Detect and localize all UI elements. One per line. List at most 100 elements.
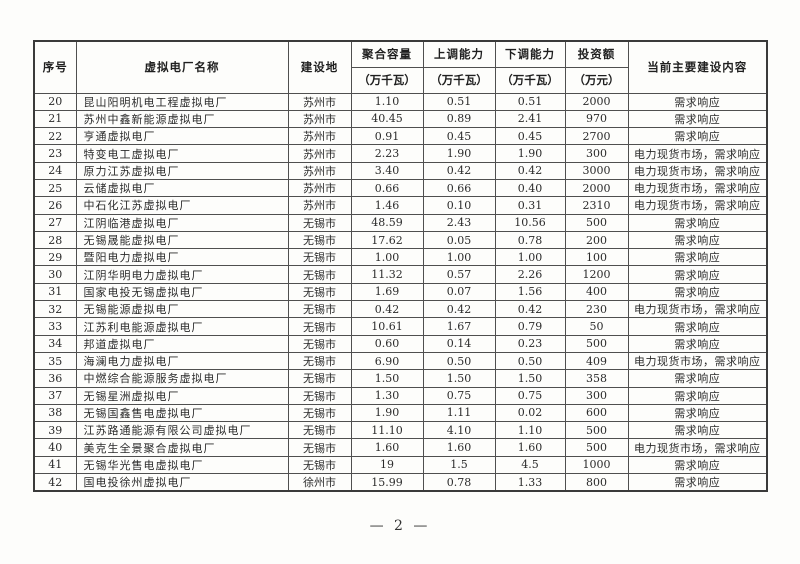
down-capability-cell: 0.42: [494, 161, 566, 180]
construction-content-cell: 需求响应: [627, 473, 768, 492]
table-row: 28 无锡晟能虚拟电厂 无锡市 17.62 0.05 0.78 200 需求响应: [33, 230, 768, 250]
up-capability-cell: 1.67: [422, 317, 496, 336]
header-row-units: （万千瓦） （万千瓦） （万千瓦） （万元）: [34, 66, 767, 94]
capacity-cell: 1.46: [350, 196, 424, 215]
investment-cell: 358: [564, 369, 629, 388]
table-row: 33 江苏利电能源虚拟电厂 无锡市 10.61 1.67 0.79 50 需求响应: [33, 317, 768, 336]
table-row: 27 江阴临港虚拟电厂 无锡市 48.59 2.43 10.56 500 需求响应: [33, 213, 768, 232]
construction-content-cell: 需求响应: [627, 403, 768, 423]
investment-cell: 970: [564, 109, 629, 129]
investment-cell: 500: [564, 334, 629, 353]
table-row: 21 苏州中鑫新能源虚拟电厂 苏州市 40.45 0.89 2.41 970 需求响应: [33, 109, 768, 129]
construction-content-cell: 电力现货市场，需求响应: [627, 351, 768, 371]
row-index-cell: 41: [33, 455, 77, 475]
row-index-cell: 28: [33, 230, 77, 250]
construction-content-cell: 电力现货市场，需求响应: [627, 196, 768, 215]
table-body: 20 昆山阳明机电工程虚拟电厂 苏州市 1.10 0.51 0.51 2000 需求响应 21 苏…: [33, 92, 768, 492]
row-index-cell: 24: [33, 161, 77, 180]
plant-name-cell: 暨阳电力虚拟电厂: [75, 248, 289, 267]
row-index-cell: 32: [33, 300, 77, 319]
capacity-cell: 1.30: [350, 386, 424, 405]
plant-name-cell: 无锡能源虚拟电厂: [75, 300, 289, 319]
capacity-cell: 1.60: [350, 438, 424, 457]
construction-content-cell: 电力现货市场，需求响应: [627, 300, 768, 319]
location-cell: 苏州市: [287, 196, 352, 215]
header-down-unit: （万千瓦）: [494, 66, 566, 94]
up-capability-cell: 0.42: [422, 161, 496, 180]
plant-name-cell: 原力江苏虚拟电厂: [75, 161, 289, 180]
construction-content-cell: 电力现货市场，需求响应: [627, 438, 768, 457]
row-index-cell: 30: [33, 265, 77, 284]
plant-name-cell: 邦道虚拟电厂: [75, 334, 289, 353]
capacity-cell: 1.50: [350, 369, 424, 388]
up-capability-cell: 2.43: [422, 213, 496, 232]
investment-cell: 2700: [564, 127, 629, 146]
capacity-cell: 11.10: [350, 421, 424, 440]
capacity-cell: 1.00: [350, 248, 424, 267]
investment-cell: 1200: [564, 265, 629, 284]
plant-name-cell: 江苏路通能源有限公司虚拟电厂: [75, 421, 289, 440]
table-row: 40 美克生全景聚合虚拟电厂 无锡市 1.60 1.60 1.60 500 电力现货市场，需求…: [33, 438, 768, 457]
up-capability-cell: 0.07: [422, 282, 496, 302]
construction-content-cell: 电力现货市场，需求响应: [627, 178, 768, 198]
plant-name-cell: 无锡华光售电虚拟电厂: [75, 455, 289, 475]
up-capability-cell: 1.5: [422, 455, 496, 475]
row-index-cell: 37: [33, 386, 77, 405]
row-index-cell: 25: [33, 178, 77, 198]
capacity-cell: 0.60: [350, 334, 424, 353]
location-cell: 无锡市: [287, 455, 352, 475]
capacity-cell: 1.69: [350, 282, 424, 302]
down-capability-cell: 2.41: [494, 109, 566, 129]
up-capability-cell: 0.14: [422, 334, 496, 353]
table-row: 38 无锡国鑫售电虚拟电厂 无锡市 1.90 1.11 0.02 600 需求响应: [33, 403, 768, 423]
location-cell: 无锡市: [287, 230, 352, 250]
capacity-cell: 11.32: [350, 265, 424, 284]
row-index-cell: 22: [33, 127, 77, 146]
header-index: 序号: [33, 40, 77, 94]
location-cell: 无锡市: [287, 317, 352, 336]
row-index-cell: 39: [33, 421, 77, 440]
header-construction-content: 当前主要建设内容: [627, 40, 768, 94]
row-index-cell: 20: [33, 92, 77, 111]
construction-content-cell: 需求响应: [627, 127, 768, 146]
row-index-cell: 34: [33, 334, 77, 353]
capacity-cell: 0.42: [350, 300, 424, 319]
down-capability-cell: 0.78: [494, 230, 566, 250]
row-index-cell: 38: [33, 403, 77, 423]
down-capability-cell: 0.42: [494, 300, 566, 319]
down-capability-cell: 1.00: [494, 248, 566, 267]
plant-name-cell: 江阴临港虚拟电厂: [75, 213, 289, 232]
plant-name-cell: 特变电工虚拟电厂: [75, 144, 289, 163]
down-capability-cell: 1.90: [494, 144, 566, 163]
location-cell: 无锡市: [287, 351, 352, 371]
up-capability-cell: 1.00: [422, 248, 496, 267]
row-index-cell: 35: [33, 351, 77, 371]
down-capability-cell: 1.10: [494, 421, 566, 440]
up-capability-cell: 0.89: [422, 109, 496, 129]
construction-content-cell: 需求响应: [627, 92, 768, 111]
table-row: 32 无锡能源虚拟电厂 无锡市 0.42 0.42 0.42 230 电力现货市场，需求响应: [33, 300, 768, 319]
header-investment-unit: （万元）: [564, 66, 629, 94]
header-location: 建设地: [287, 40, 352, 94]
construction-content-cell: 需求响应: [627, 455, 768, 475]
page-number: — 2 —: [369, 518, 431, 534]
down-capability-cell: 1.60: [494, 438, 566, 457]
construction-content-cell: 需求响应: [627, 421, 768, 440]
up-capability-cell: 0.45: [422, 127, 496, 146]
plant-name-cell: 国电投徐州虚拟电厂: [75, 473, 289, 492]
capacity-cell: 15.99: [350, 473, 424, 492]
construction-content-cell: 需求响应: [627, 282, 768, 302]
up-capability-cell: 1.11: [422, 403, 496, 423]
plant-name-cell: 无锡晟能虚拟电厂: [75, 230, 289, 250]
up-capability-cell: 0.78: [422, 473, 496, 492]
construction-content-cell: 需求响应: [627, 213, 768, 232]
investment-cell: 50: [564, 317, 629, 336]
up-capability-cell: 0.75: [422, 386, 496, 405]
construction-content-cell: 需求响应: [627, 386, 768, 405]
table-row: 25 云储虚拟电厂 苏州市 0.66 0.66 0.40 2000 电力现货市场，需求响应: [33, 178, 768, 198]
up-capability-cell: 4.10: [422, 421, 496, 440]
down-capability-cell: 10.56: [494, 213, 566, 232]
location-cell: 无锡市: [287, 403, 352, 423]
plant-name-cell: 海澜电力虚拟电厂: [75, 351, 289, 371]
table-row: 26 中石化江苏虚拟电厂 苏州市 1.46 0.10 0.31 2310 电力现货市场，需求响…: [33, 196, 768, 215]
